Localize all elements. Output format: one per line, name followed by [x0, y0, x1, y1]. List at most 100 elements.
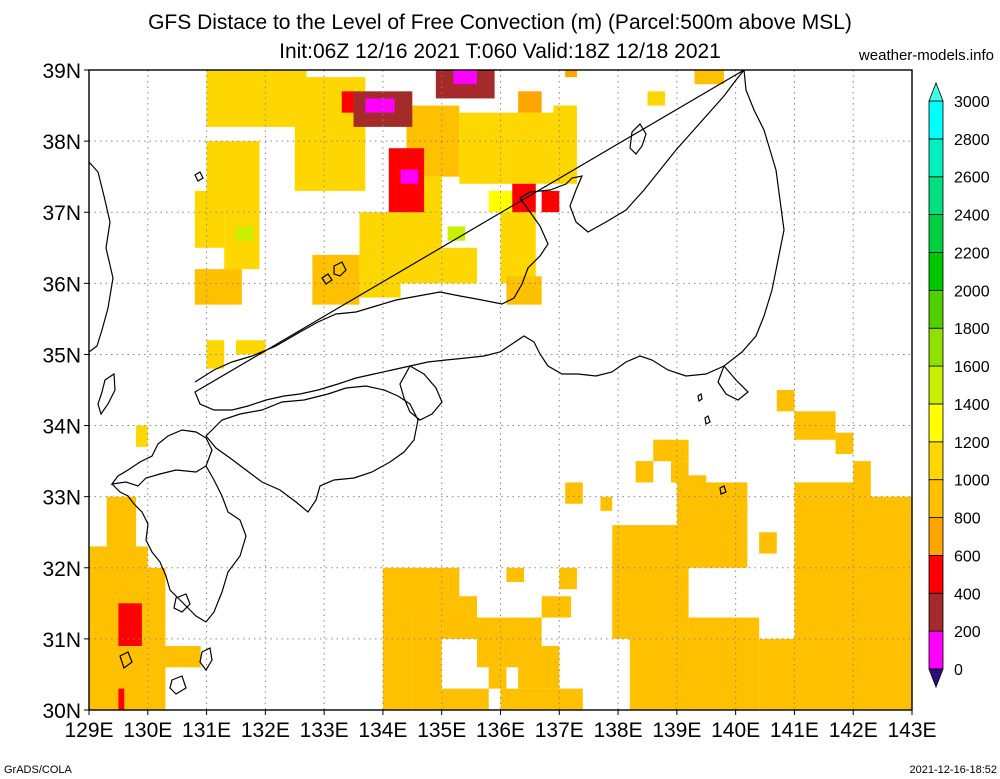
- y-tick-label: 33N: [42, 487, 81, 510]
- lfc-cell: [688, 617, 760, 710]
- lfc-cell: [359, 212, 401, 298]
- lfc-cell: [706, 503, 736, 533]
- colorbar-label: 200: [954, 624, 981, 641]
- lfc-cell: [553, 105, 577, 142]
- lfc-cell: [441, 247, 477, 284]
- y-tick-label: 32N: [42, 558, 81, 581]
- lfc-field: [89, 70, 912, 710]
- colorbar-label: 3000: [954, 94, 990, 111]
- colorbar-label: 1200: [954, 435, 990, 452]
- lfc-cell: [165, 646, 201, 668]
- colorbar-swatch: [928, 479, 944, 518]
- y-tick-label: 37N: [42, 202, 81, 225]
- colorbar-label: 600: [954, 548, 981, 565]
- lfc-cell: [441, 688, 489, 710]
- lfc-cell: [565, 482, 583, 504]
- lfc-cell: [235, 226, 254, 241]
- x-tick-label: 135E: [417, 719, 466, 742]
- x-axis: 129E 130E 131E 132E 133E 134E 135E 136E 137E 138E…: [64, 710, 937, 742]
- x-tick-label: 133E: [300, 719, 349, 742]
- colorbar-swatch: [928, 365, 944, 405]
- lfc-cell: [600, 496, 613, 511]
- lfc-cell: [488, 667, 507, 689]
- site-label: weather-models.info: [858, 47, 994, 64]
- y-tick-label: 31N: [42, 629, 81, 652]
- y-tick-label: 39N: [42, 60, 81, 83]
- colorbar-swatch: [928, 403, 944, 443]
- y-tick-label: 36N: [42, 273, 81, 296]
- colorbar-swatch: [928, 100, 944, 140]
- colorbar-label: 1400: [954, 397, 990, 414]
- lfc-cell: [147, 567, 166, 710]
- colorbar-swatch: [928, 327, 944, 367]
- y-tick-label: 34N: [42, 416, 81, 439]
- x-tick-label: 129E: [64, 719, 113, 742]
- colorbar-label: 1000: [954, 473, 990, 490]
- lfc-cell: [518, 91, 542, 113]
- footer-left: GrADS/COLA: [4, 764, 73, 776]
- colorbar-swatch: [928, 289, 944, 329]
- lfc-cell: [518, 646, 560, 689]
- colorbar-label: 2800: [954, 132, 990, 149]
- lfc-cell: [541, 190, 560, 213]
- lfc-cell: [794, 496, 912, 710]
- chart-subtitle: Init:06Z 12/16 2021 T:060 Valid:18Z 12/1…: [279, 40, 721, 63]
- colorbar-swatch: [928, 555, 944, 594]
- lfc-cell: [670, 461, 689, 483]
- lfc-cell: [194, 190, 225, 248]
- lfc-cell: [453, 70, 477, 85]
- colorbar-swatch: [928, 517, 944, 556]
- x-tick-label: 142E: [829, 719, 878, 742]
- lfc-cell: [694, 70, 724, 85]
- lfc-cell: [653, 439, 689, 462]
- lfc-cell: [235, 340, 266, 355]
- colorbar-swatch: [928, 138, 944, 178]
- lfc-cell: [853, 461, 871, 483]
- lfc-cell: [506, 276, 542, 305]
- lfc-cell: [382, 617, 413, 710]
- colorbar-swatch: [928, 441, 944, 481]
- lfc-cell: [400, 169, 419, 184]
- x-tick-label: 138E: [594, 719, 643, 742]
- x-tick-label: 139E: [652, 719, 701, 742]
- lfc-cell: [541, 596, 572, 618]
- colorbar-min-arrow: [928, 668, 944, 689]
- x-tick-label: 130E: [123, 719, 172, 742]
- colorbar-swatch: [928, 592, 944, 632]
- lfc-cell: [365, 98, 395, 113]
- footer-right: 2021-12-16-18:52: [910, 764, 997, 776]
- lfc-cell: [559, 567, 577, 590]
- lfc-cell: [794, 482, 871, 497]
- x-tick-label: 136E: [476, 719, 525, 742]
- colorbar-label: 2000: [954, 283, 990, 300]
- colorbar-label: 1600: [954, 359, 990, 376]
- y-axis: 30N 31N 32N 33N 34N 35N 36N 37N 38N 39N: [42, 60, 89, 723]
- lfc-cell: [124, 617, 137, 632]
- colorbar: 0 200 400 600 800 1000 1200 1400 1600 1800 2000 220…: [928, 81, 990, 689]
- y-tick-label: 35N: [42, 344, 81, 367]
- colorbar-swatch: [928, 176, 944, 216]
- lfc-cell: [441, 596, 477, 639]
- lfc-cell: [506, 567, 525, 582]
- colorbar-label: 2200: [954, 245, 990, 262]
- lfc-cell: [312, 254, 360, 305]
- lfc-cell: [776, 390, 795, 412]
- colorbar-label: 1800: [954, 321, 990, 338]
- colorbar-label: 400: [954, 586, 981, 603]
- lfc-cell: [635, 567, 654, 597]
- x-tick-label: 143E: [887, 719, 936, 742]
- x-tick-label: 141E: [770, 719, 819, 742]
- lfc-cell: [106, 496, 137, 547]
- lfc-cell: [500, 212, 536, 284]
- lfc-cell: [412, 646, 442, 710]
- lfc-cell: [118, 688, 125, 710]
- colorbar-label: 2600: [954, 170, 990, 187]
- y-tick-label: 30N: [42, 700, 81, 723]
- x-tick-label: 137E: [535, 719, 584, 742]
- x-tick-label: 131E: [182, 719, 231, 742]
- coastline: [89, 70, 785, 695]
- lfc-cell: [136, 425, 148, 447]
- lfc-cell: [565, 70, 577, 78]
- colorbar-max-arrow: [928, 81, 944, 102]
